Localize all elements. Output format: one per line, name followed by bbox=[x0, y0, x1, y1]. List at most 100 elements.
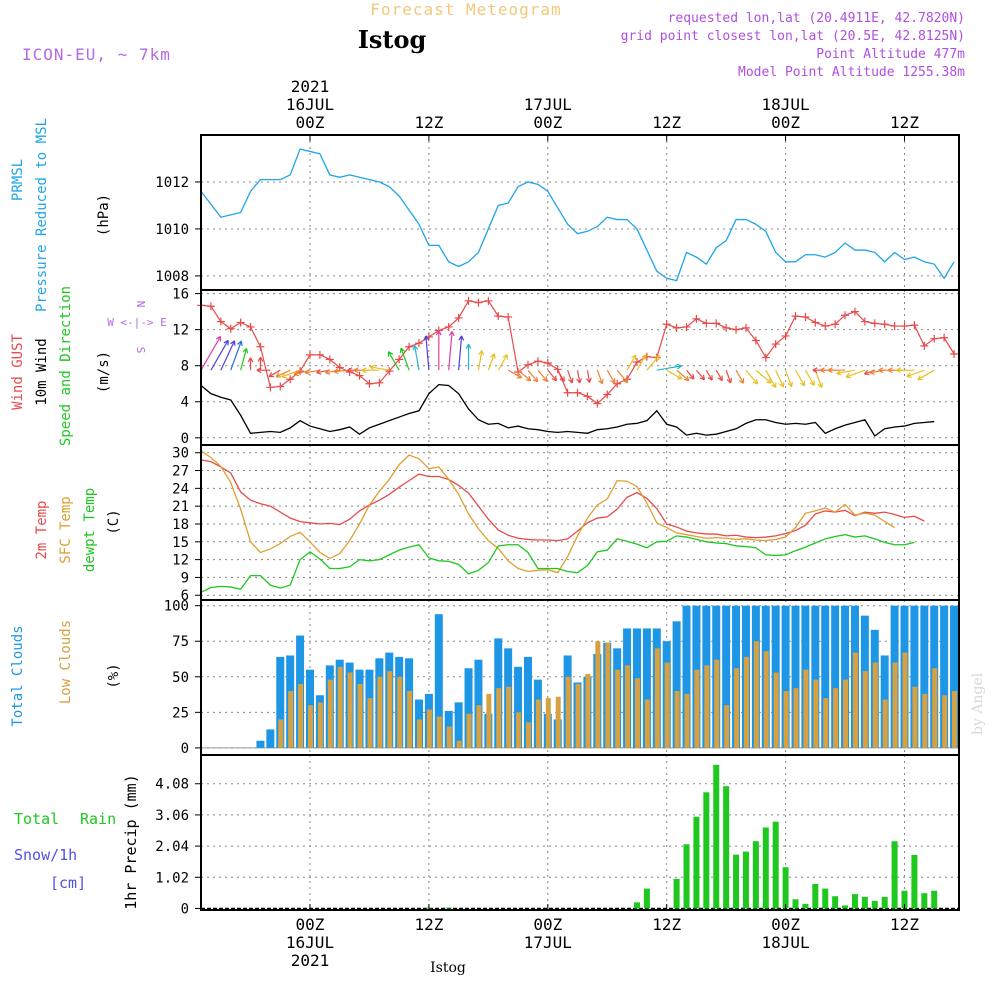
rain-bar bbox=[762, 827, 769, 909]
wind-ytick-label: 12 bbox=[172, 323, 189, 339]
gust-marker bbox=[325, 355, 334, 364]
cloud-unit-label: (%) bbox=[106, 663, 122, 688]
gust-marker bbox=[940, 333, 949, 342]
total-cloud-bar bbox=[791, 605, 800, 748]
wind-arrow bbox=[715, 369, 723, 381]
wind-label: 10m Wind bbox=[34, 338, 50, 405]
rain-bar bbox=[931, 890, 938, 909]
precip-ytick-label: 1.02 bbox=[155, 870, 189, 886]
wind-arrow bbox=[387, 351, 400, 371]
wind-arrowhead bbox=[699, 374, 706, 381]
rain-bar bbox=[723, 786, 730, 909]
low-cloud-bar bbox=[327, 679, 333, 748]
wind-arrow bbox=[814, 369, 823, 388]
wind-arrow bbox=[906, 369, 925, 378]
wind-ytick-label: 16 bbox=[172, 287, 189, 303]
low-cloud-bar bbox=[288, 691, 294, 748]
gust-marker bbox=[593, 399, 602, 408]
wind-arrow bbox=[547, 369, 557, 381]
low-cloud-bar bbox=[456, 740, 462, 748]
wind-arrowhead bbox=[819, 367, 825, 374]
gust-marker bbox=[543, 358, 552, 367]
clouds-ytick-label: 100 bbox=[164, 599, 189, 615]
gust-marker bbox=[276, 382, 285, 391]
rain-bar bbox=[792, 899, 799, 909]
wind-arrow bbox=[725, 369, 732, 384]
rain-bar bbox=[633, 902, 640, 909]
wind-arrow bbox=[448, 331, 453, 371]
wind-arrow bbox=[626, 354, 637, 371]
gust-marker bbox=[533, 357, 542, 366]
wind-unit-label: (m/s) bbox=[96, 351, 112, 393]
gust-marker bbox=[444, 322, 453, 331]
wind-arrow bbox=[686, 369, 695, 380]
rain-bar bbox=[752, 841, 759, 909]
wind-arrow bbox=[369, 366, 390, 371]
wind-arrow bbox=[210, 340, 229, 371]
rain-bar bbox=[832, 896, 839, 909]
total-cloud-bar bbox=[266, 729, 275, 748]
low-cloud-bar bbox=[298, 683, 304, 748]
wind-arrow bbox=[745, 369, 758, 385]
wind-arrowhead bbox=[676, 363, 682, 370]
wind-arrowhead bbox=[316, 368, 322, 375]
rain-bar bbox=[851, 894, 858, 909]
gust-marker bbox=[662, 320, 671, 329]
low-cloud-bar bbox=[595, 641, 601, 748]
bottom-time-label: 17JUL bbox=[524, 933, 572, 952]
wind-arrow bbox=[606, 369, 616, 384]
low-cloud-bar bbox=[843, 679, 849, 748]
gust-marker bbox=[811, 318, 820, 327]
gust-marker bbox=[206, 302, 215, 311]
low-cloud-bar bbox=[862, 671, 868, 748]
wind-arrowhead bbox=[787, 381, 793, 388]
wind-arrowhead bbox=[490, 353, 496, 359]
wind-arrowhead bbox=[726, 377, 733, 384]
gust-marker bbox=[236, 318, 245, 327]
low-cloud-bar bbox=[516, 712, 522, 748]
wind-arrowhead bbox=[230, 340, 236, 346]
total-cloud-bar bbox=[910, 605, 919, 748]
gust-marker bbox=[761, 353, 770, 362]
wind-arrow bbox=[220, 340, 236, 371]
wind-arrowhead bbox=[333, 368, 339, 375]
wind-arrowhead bbox=[458, 335, 465, 341]
low-cloud-bar bbox=[734, 668, 740, 748]
gust-marker bbox=[315, 350, 324, 359]
low-cloud-bar bbox=[684, 693, 690, 748]
wind-arrowhead bbox=[771, 382, 777, 389]
gust-marker bbox=[781, 331, 790, 340]
wind-arrowhead bbox=[448, 331, 455, 337]
wind-arrow bbox=[517, 369, 532, 382]
rain-bar bbox=[673, 878, 680, 909]
low-cloud-bar bbox=[743, 656, 749, 748]
low-cloud-bar bbox=[942, 695, 948, 748]
low-cloud-bar bbox=[278, 719, 284, 748]
wind-arrowhead bbox=[845, 372, 852, 379]
gust-marker bbox=[375, 378, 384, 387]
gust-marker bbox=[692, 314, 701, 323]
wind-arrow bbox=[305, 369, 321, 374]
low-cloud-bar bbox=[783, 691, 789, 748]
rain-bar bbox=[703, 792, 710, 909]
gust-marker bbox=[632, 358, 641, 367]
rain-bar bbox=[733, 854, 740, 909]
gust-marker bbox=[771, 340, 780, 349]
low-cloud-bar bbox=[347, 672, 353, 748]
temperature-ytick-label: 21 bbox=[172, 499, 189, 515]
top-time-label: 12Z bbox=[414, 113, 443, 132]
gust-marker bbox=[890, 322, 899, 331]
gust-line bbox=[200, 300, 955, 405]
total-cloud-bar bbox=[454, 702, 463, 748]
gust-marker bbox=[870, 319, 879, 328]
wind-arrow bbox=[646, 354, 660, 371]
low-cloud-bar bbox=[307, 705, 313, 748]
gust-marker bbox=[950, 349, 959, 358]
total-cloud-bar bbox=[781, 605, 790, 748]
low-cloud-bar bbox=[565, 676, 571, 748]
low-cloud-bar bbox=[823, 698, 829, 748]
wind-arrowhead bbox=[257, 356, 264, 362]
top-time-label: 16JUL bbox=[286, 95, 334, 114]
wind-arrowhead bbox=[717, 375, 723, 382]
